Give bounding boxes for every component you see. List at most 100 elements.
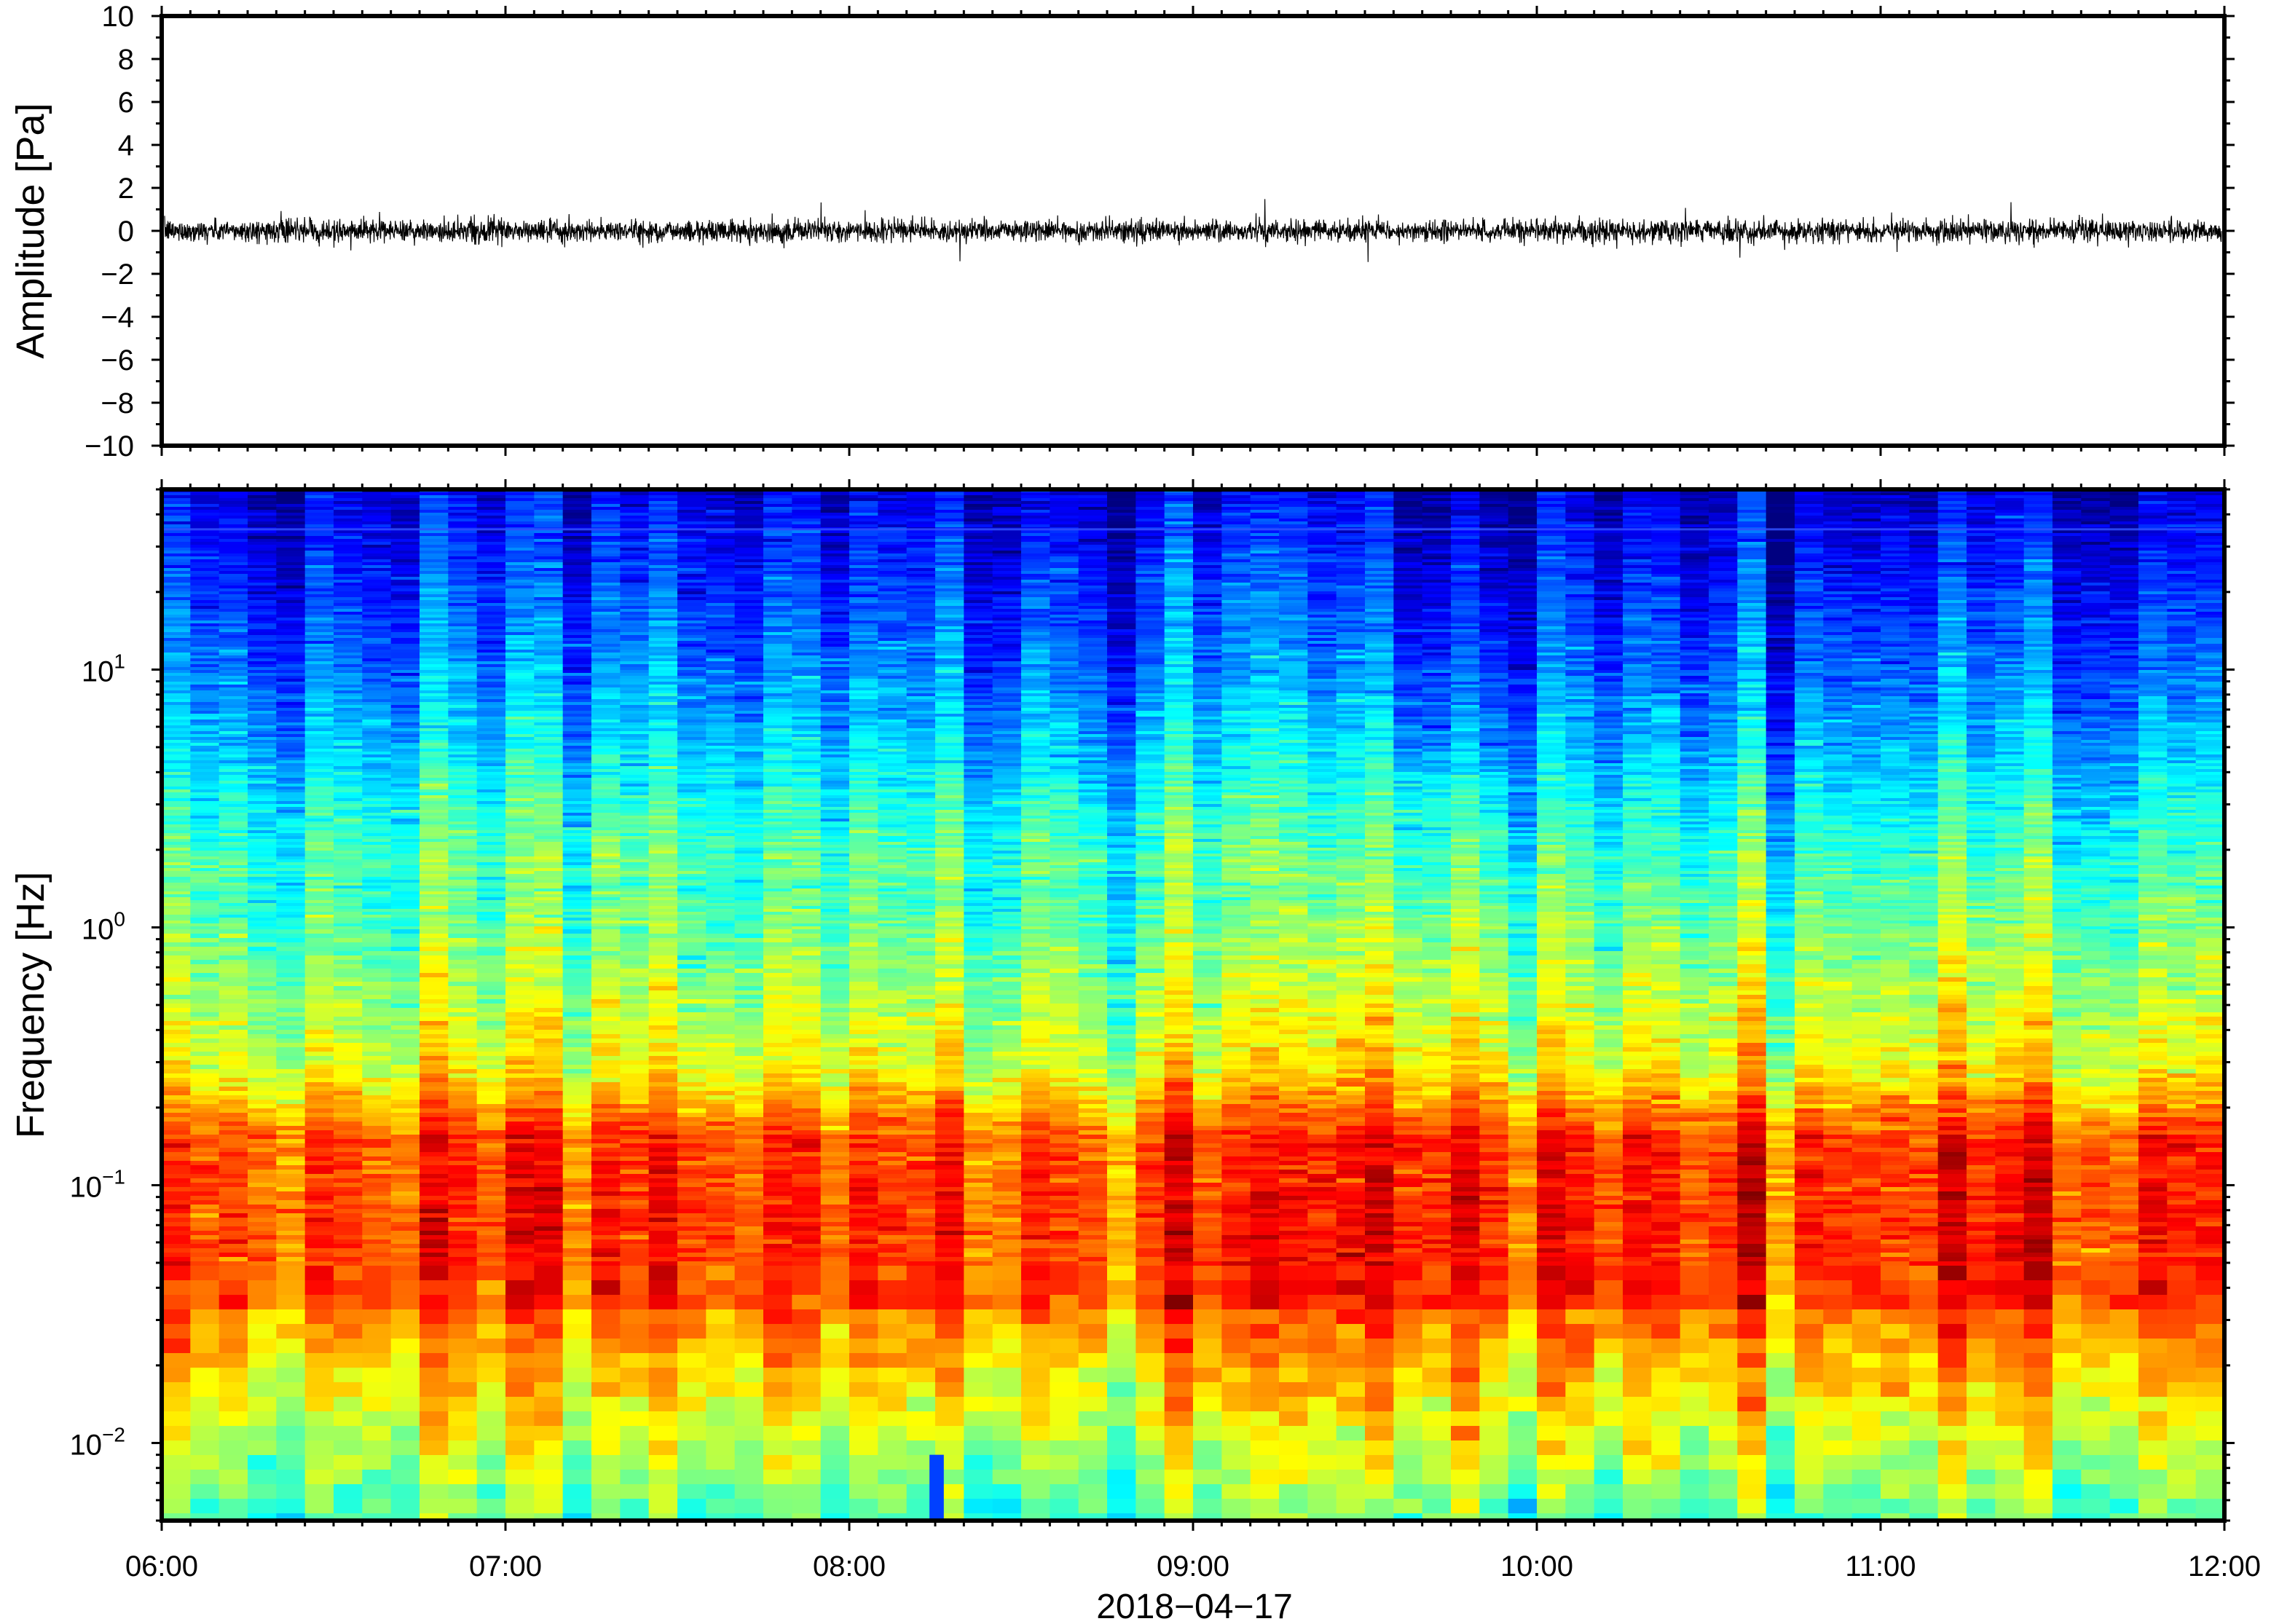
heatmap-cell [1995, 513, 2025, 516]
heatmap-cell [2109, 653, 2139, 656]
heatmap-cell [935, 495, 965, 499]
heatmap-cell [2081, 638, 2111, 642]
heatmap-cell [620, 495, 650, 499]
heatmap-cell [1193, 655, 1223, 659]
heatmap-cell [1136, 588, 1165, 592]
heatmap-cell [620, 492, 650, 496]
heatmap-cell [1737, 597, 1767, 601]
heatmap-cell [964, 676, 993, 679]
heatmap-cell [1451, 577, 1481, 580]
heatmap-cell [1107, 661, 1137, 665]
heatmap-cell [162, 562, 192, 566]
heatmap-cell [1995, 504, 2025, 508]
heatmap-cell [677, 650, 707, 653]
heatmap-cell [1537, 635, 1567, 639]
heatmap-cell [648, 647, 678, 650]
heatmap-cell [878, 658, 908, 662]
heatmap-cell [2081, 588, 2111, 592]
heatmap-cell [849, 521, 879, 525]
heatmap-cell [734, 498, 764, 502]
heatmap-cell [992, 577, 1022, 580]
heatmap-cell [935, 580, 965, 583]
heatmap-cell [1250, 565, 1280, 569]
heatmap-cell [1107, 533, 1137, 537]
heatmap-cell [1279, 577, 1309, 580]
heatmap-cell [219, 501, 248, 505]
heatmap-cell [1107, 600, 1137, 604]
heatmap-cell [1737, 507, 1767, 511]
heatmap-cell [1164, 603, 1194, 607]
heatmap-cell [1422, 597, 1452, 601]
heatmap-cell [1479, 492, 1509, 496]
heatmap-cell [1565, 580, 1595, 583]
heatmap-cell [878, 620, 908, 624]
heatmap-cell [1336, 571, 1366, 575]
heatmap-cell [906, 519, 936, 522]
heatmap-cell [1823, 580, 1853, 583]
heatmap-cell [2167, 618, 2197, 621]
heatmap-cell [420, 574, 449, 578]
heatmap-cell [162, 583, 192, 586]
heatmap-cell [1766, 606, 1795, 610]
heatmap-cell [734, 597, 764, 601]
heatmap-cell [2195, 594, 2224, 598]
heatmap-cell [304, 620, 334, 624]
heatmap-cell [1537, 629, 1567, 633]
heatmap-cell [448, 632, 478, 636]
heatmap-cell [1136, 620, 1165, 624]
heatmap-cell [1594, 565, 1623, 569]
heatmap-cell [2109, 577, 2139, 580]
heatmap-cell [1422, 492, 1452, 496]
heatmap-cell [2023, 653, 2053, 656]
heatmap-cell [1050, 556, 1079, 560]
heatmap-cell [1851, 626, 1881, 630]
heatmap-cell [849, 632, 879, 636]
heatmap-cell [1967, 539, 1996, 543]
heatmap-cell [1537, 510, 1567, 513]
heatmap-cell [706, 588, 736, 592]
heatmap-cell [1365, 632, 1395, 636]
heatmap-cell [1451, 559, 1481, 563]
heatmap-cell [2167, 635, 2197, 639]
heatmap-cell [1565, 673, 1595, 677]
heatmap-cell [1795, 670, 1825, 674]
heatmap-cell [964, 653, 993, 656]
heatmap-cell [1995, 609, 2025, 612]
heatmap-cell [1823, 679, 1853, 682]
heatmap-cell [1967, 588, 1996, 592]
heatmap-cell [219, 603, 248, 607]
heatmap-cell [1594, 644, 1623, 647]
heatmap-cell [763, 647, 793, 650]
heatmap-cell [1107, 553, 1137, 557]
heatmap-cell [1250, 650, 1280, 653]
heatmap-cell [1451, 548, 1481, 551]
heatmap-cell [1909, 495, 1939, 499]
heatmap-cell [1766, 661, 1795, 665]
heatmap-cell [1623, 553, 1653, 557]
heatmap-cell [1909, 661, 1939, 665]
heatmap-cell [734, 650, 764, 653]
heatmap-cell [304, 559, 334, 563]
heatmap-cell [1107, 530, 1137, 534]
heatmap-cell [648, 606, 678, 610]
heatmap-cell [1709, 507, 1739, 511]
heatmap-cell [1107, 618, 1137, 621]
heatmap-cell [1909, 629, 1939, 633]
heatmap-cell [1795, 516, 1825, 519]
heatmap-cell [2109, 673, 2139, 677]
heatmap-cell [562, 650, 592, 653]
heatmap-cell [2138, 562, 2168, 566]
heatmap-cell [334, 615, 363, 618]
heatmap-cell [190, 516, 220, 519]
heatmap-cell [420, 673, 449, 677]
heatmap-cell [792, 516, 822, 519]
heatmap-cell [620, 620, 650, 624]
heatmap-cell [906, 632, 936, 636]
heatmap-cell [1279, 594, 1309, 598]
heatmap-cell [276, 635, 306, 639]
heatmap-cell [1537, 650, 1567, 653]
heatmap-cell [906, 565, 936, 569]
heatmap-cell [562, 577, 592, 580]
heatmap-cell [334, 670, 363, 674]
heatmap-cell [648, 516, 678, 519]
